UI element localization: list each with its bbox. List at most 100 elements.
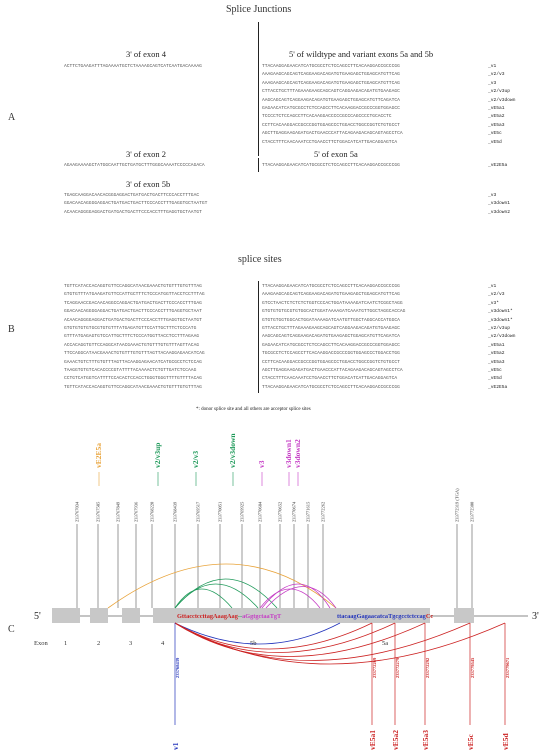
sequence-line: TTCCAGGCATAACGAAACTGTGTTTGTGTTTAGTTACAAG… (64, 351, 205, 357)
coordinate-label: 233770674 (292, 501, 297, 522)
sequence-line: GTGTGTGTGTGCGTGTGTTTATGAGATGTTCCATTGCTTT… (64, 326, 197, 332)
variant-label: _v1 (488, 64, 497, 69)
variant-label: _v2/v3 (488, 72, 505, 78)
top-variant-label: v2/v3down (228, 433, 237, 468)
sequence-segment: GttacctccttagAaagAag (177, 613, 239, 620)
exon-number: 3 (129, 640, 132, 647)
arc-v3down2 (265, 586, 337, 609)
coordinate-label: 233772292 (425, 657, 430, 678)
panel-b-title: splice sites (238, 254, 282, 265)
sequence-line: AAAGAAGCAGCAGTCAGGAAGACAGATGTGAAGAGCTGGA… (262, 292, 400, 298)
sequence-line: ACAACAGGGGAGGACTGATGACTGACTTCCCACCTTTGAG… (64, 209, 202, 215)
sequence-segment: -- (238, 613, 242, 620)
sequence-line: ACCACAGGTGTTCCAGGCATAACGAAACTGTGTTTGTGTT… (64, 342, 200, 348)
variant-label: _v1 (488, 284, 497, 289)
sequence-line: CTACCTTTCAACAAATCCTGAACCTTCTGGACATCATTGA… (262, 139, 398, 145)
arc-v2v3up (174, 588, 233, 609)
exon5b-junction-seq: GttacctccttagAaagAag--aGgtgctaaTgT (177, 613, 282, 620)
coordinate-label: 233779671 (505, 657, 510, 678)
splice-left-sequences: TGTTCATACCACAGGTGTTCCAGGCATAACGAAACTGTGT… (64, 283, 205, 392)
panel-c-letter: C (8, 624, 15, 635)
exon2-header: 3' of exon 2 (126, 149, 167, 159)
exon-last (454, 608, 474, 623)
exon5a-header: 5' of exon 5a (314, 149, 358, 159)
wildtype-sequences: TTACAAGGAGAACATCATGCGCCTCTCCAGCCTTCACAAG… (262, 63, 403, 147)
variant-label: _v2/v3up (488, 326, 511, 332)
panel-a-title: Splice Junctions (226, 4, 292, 15)
exon5b-labels: _v3 _v3down1 _v3down2 (488, 192, 510, 217)
splice-right-sequences: TTACAAGGAGAACATCATGCGCCTCTCCAGCCTTCACAAG… (262, 283, 405, 392)
variant-label: _vE5d (488, 376, 502, 382)
exon-number: 4 (161, 640, 165, 647)
coordinate-label: 233771615 (306, 501, 311, 522)
sequence-line: CTACCTTTCAACAAATCCTGAACCTTCTGGACATCATTGA… (262, 376, 398, 382)
bottom-variant-label: vE5d (501, 732, 510, 750)
coordinate-label: 233779545 (470, 657, 475, 678)
coordinate-label: 233772319 (TGA) (455, 488, 460, 522)
bottom-variant-label: vE5a3 (421, 730, 430, 750)
splice-labels: _v1 _v2/v3 _v3* _v3down1* _v3down1* _v2/v3up _… (488, 283, 516, 392)
variant-label: _vE5c (488, 131, 502, 137)
sequence-segment: Gagaacatca (357, 613, 389, 620)
gene-structure-diagram: 233767034 233767585 233767849 233767936 2337… (34, 433, 539, 750)
sequence-line: GTCCTAACTCTCTCTCTGGTCCCACTGGATAAAAGATCAA… (262, 300, 403, 306)
splice-site-divider (258, 281, 259, 393)
arc-vE2E5a (107, 563, 337, 609)
sequence-line: TGTTCATACCACAGGTGTTCCAGGCATAACGAAACTGTGT… (64, 284, 202, 289)
sequence-line: AAAGAAGCAGCAGTCAGGAAGACAGATGTGAAGAGCTGGA… (262, 72, 400, 78)
sequence-line: TGTTCATACCACAGGTGTTCCAGGCATAACGAAACTGTGT… (64, 384, 202, 390)
coordinate-label: 233767034 (75, 501, 80, 522)
sequence-line: GAGAACATCATGCGCCTCTCCAGCCTTCACAAGGACCGCC… (262, 342, 400, 348)
coordinate-label: 233767585 (96, 501, 101, 522)
junction-divider-a1 (258, 22, 259, 156)
coordinate-label: 233769925 (240, 501, 245, 522)
sequence-line: AGCTTGAGGAAGAGATGACTGAACCCATTACAGAAGACAG… (262, 368, 403, 374)
sequence-line: TTACAAGGAGAACATCATGCGCCTCTCCAGCCTTCACAAG… (262, 284, 400, 289)
panel-a-letter: A (8, 112, 16, 123)
sequence-line: GTGTGTGGTGGCACTGGATAAAAGATCAATGTTGGCTAGG… (262, 317, 400, 323)
variant-label: _v3 (488, 193, 497, 198)
sequence-line: GTTTATGAGAGTGTCCATTGCTTTCTCCCATGGTTACCTC… (64, 334, 200, 340)
sequence-line: TCAGGAACCGACAACAGGCCAGGACTGATGACTGACTTCC… (64, 300, 202, 306)
variant-label: _vE2E5a (488, 384, 508, 390)
exon5a-sequence: TTACAAGGAGAACATCATGCGCCTCTCCAGCCTTCACAAG… (262, 163, 400, 168)
sequence-line: GAAACTGTCTTTGTGTTTAGTTACAAGGAGAACATCATGC… (64, 359, 202, 365)
sequence-line: AGCTTGAGGAAGAGATGACTGAACCCATTACAGAAGACAG… (262, 131, 403, 137)
bottom-variant-label: v1 (171, 742, 180, 750)
exon-5a (335, 608, 430, 623)
exon2-sequence: AGAAGAAAAGCTATGGCAATTGCTGATGCTTTGGGCAAAA… (64, 163, 205, 168)
coordinate-label: 233768220 (150, 501, 155, 522)
exon5a-label: _vE2E5a (488, 163, 508, 168)
variant-label: _vE5a1 (488, 342, 505, 348)
sequence-line: CCTTCACAAGGACCGCCCGGTGGAGCCCTGGACCTGGCCG… (262, 122, 400, 128)
three-prime-label: 3' (532, 611, 539, 622)
top-variant-label: v3down1 (284, 439, 293, 468)
top-variant-label: v2/v3 (191, 451, 200, 468)
sequence-line: GTTACCTGCTTTAGAAAGAAGCAGCAGTCAGGAAGACAGA… (262, 326, 400, 332)
wildtype-variant-header: 5' of wildtype and variant exons 5a and … (289, 49, 434, 59)
coordinate-label: 233770652 (278, 502, 283, 522)
sequence-line: TGAGCAAGGACAACACGGGAGGACTGATGACTGACTTCCC… (64, 193, 200, 198)
exon-1 (52, 608, 80, 623)
sequence-segment: Cc (426, 613, 434, 620)
variant-label: _v3down1 (488, 201, 511, 207)
exon-5b (175, 608, 335, 623)
top-variant-label: v3 (257, 460, 266, 468)
sequence-line: GTGTGTTTATGAAGATGTTCCATTGCTTTCTCCCATGGTT… (64, 292, 205, 298)
exon-number: 5b (250, 640, 257, 647)
coordinate-label: 233772269 (372, 657, 377, 678)
exon5a-junction-seq: ttacaagGagaacatcaTgcgcctctccagCc (337, 613, 433, 620)
variant-label: _vE5a3 (488, 359, 505, 365)
exon-number: 1 (64, 640, 67, 647)
coordinate-label: 233772300 (470, 501, 475, 522)
variant-label: _v3down2 (488, 209, 511, 215)
variant-label: _vE5c (488, 368, 502, 374)
splice-footnote: *: donor splice site and all others are … (196, 407, 311, 412)
exon-number: 2 (97, 640, 100, 647)
sequence-line: AAGCAGCAGTCAGGAAGACAGATGTGAAGAGCTGGAGCAT… (262, 334, 400, 340)
exon-2 (90, 608, 108, 623)
variant-label: _vE5a2 (488, 114, 505, 120)
sequence-line: TTACAAGGAGAACATCATGCGCCTCTCCAGCCTTCACAAG… (262, 384, 400, 390)
sequence-line: AAAGAAGCAGCAGTCAGGAAGACAGATGTGAAGAGCTGGA… (262, 80, 400, 86)
sequence-line: TAAGGTGTGTCACACCCCGTATTTTACAAAACTCTGTTGA… (64, 368, 197, 374)
